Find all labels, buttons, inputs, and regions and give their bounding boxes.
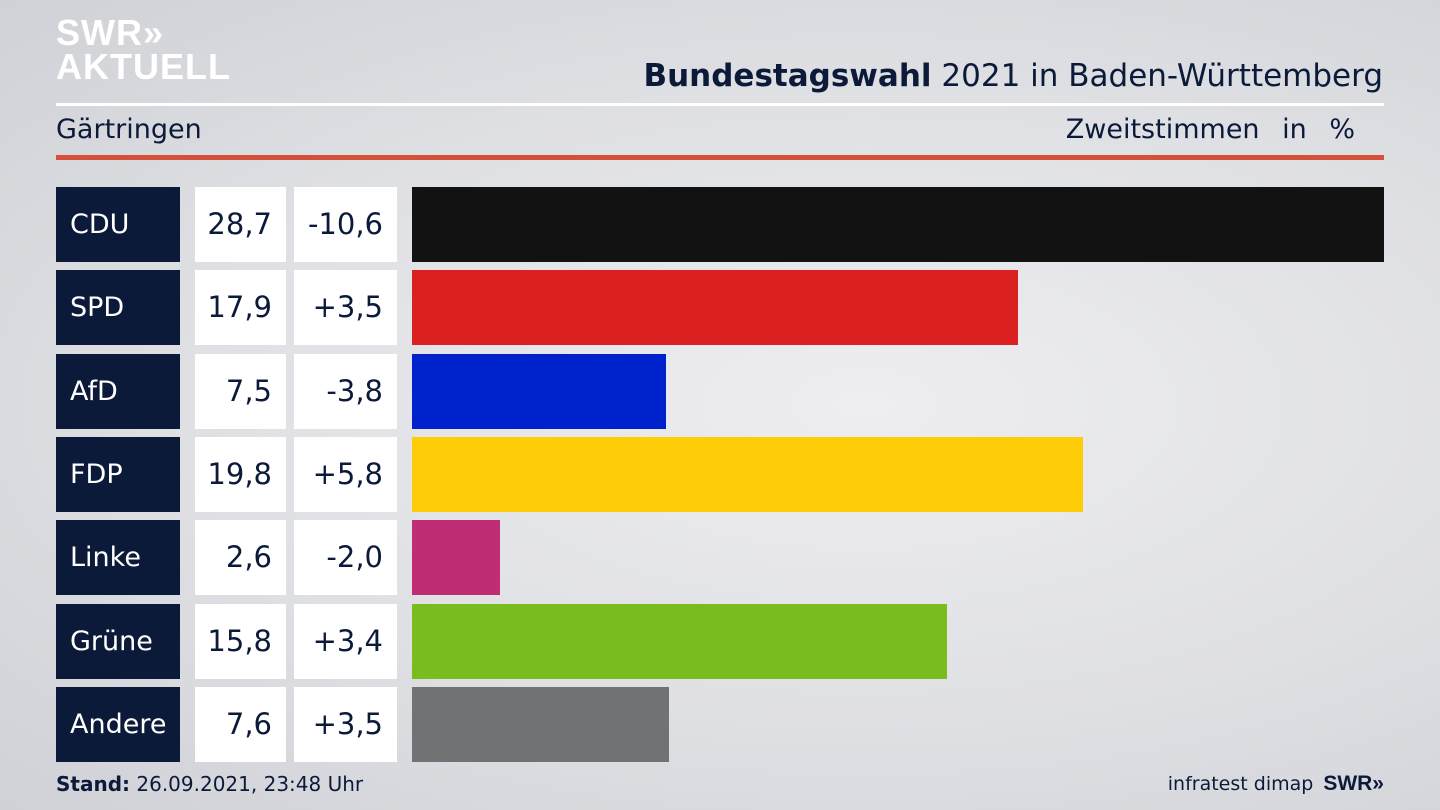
value-label: 17,9 (195, 270, 286, 346)
party-label: CDU (56, 187, 180, 262)
bar-cdu (412, 187, 1384, 262)
party-label: FDP (56, 436, 180, 512)
party-label: Linke (56, 520, 180, 596)
place-name: Gärtringen (56, 114, 202, 145)
bar-spd (412, 270, 1019, 346)
bar-grüne (412, 603, 948, 679)
bar-fdp (412, 436, 1083, 512)
bar-afd (412, 353, 666, 429)
divider (56, 103, 1384, 106)
change-label: -3,8 (294, 353, 397, 429)
title-rest: 2021 in Baden-Württemberg (931, 58, 1383, 94)
party-label: AfD (56, 353, 180, 429)
bar-andere (412, 686, 670, 762)
measure: Zweitstimmen (1065, 114, 1260, 145)
bar-row: AfD 7,5 -3,8 (56, 353, 1384, 429)
value-label: 19,8 (195, 436, 286, 512)
stand-value: 26.09.2021, 23:48 Uhr (130, 772, 364, 796)
accent-divider (56, 155, 1384, 160)
swr-aktuell-logo: SWR» AKTUELL (56, 12, 231, 87)
unit: in % (1282, 114, 1355, 145)
value-label: 7,6 (195, 686, 286, 762)
bar-row: FDP 19,8 +5,8 (56, 436, 1384, 512)
party-label: Andere (56, 686, 180, 762)
party-label: Grüne (56, 603, 180, 679)
measure-label: Zweitstimmen in % (1066, 114, 1355, 145)
source-name: infratest dimap (1167, 773, 1314, 795)
change-label: -10,6 (294, 187, 397, 262)
bar-linke (412, 520, 501, 596)
value-label: 28,7 (195, 187, 286, 262)
stand-label: Stand: (56, 772, 131, 796)
swr-logo: SWR» (1323, 772, 1384, 795)
chart-title: Bundestagswahl 2021 in Baden-Württemberg (643, 58, 1383, 94)
bar-row: Andere 7,6 +3,5 (56, 686, 1384, 762)
bar-row: CDU 28,7 -10,6 (56, 187, 1384, 262)
change-label: +3,5 (294, 686, 397, 762)
bar-row: Grüne 15,8 +3,4 (56, 603, 1384, 679)
change-label: -2,0 (294, 520, 397, 596)
change-label: +3,5 (294, 270, 397, 346)
bar-row: Linke 2,6 -2,0 (56, 520, 1384, 596)
source: infratest dimap SWR» (1168, 772, 1384, 796)
party-label: SPD (56, 270, 180, 346)
logo-line-1: SWR» (56, 12, 165, 53)
value-label: 7,5 (195, 353, 286, 429)
change-label: +3,4 (294, 603, 397, 679)
logo-line-2: AKTUELL (56, 46, 231, 87)
timestamp: Stand: 26.09.2021, 23:48 Uhr (56, 772, 363, 796)
change-label: +5,8 (294, 436, 397, 512)
title-bold: Bundestagswahl (643, 58, 932, 94)
value-label: 15,8 (195, 603, 286, 679)
bar-row: SPD 17,9 +3,5 (56, 270, 1384, 346)
value-label: 2,6 (195, 520, 286, 596)
